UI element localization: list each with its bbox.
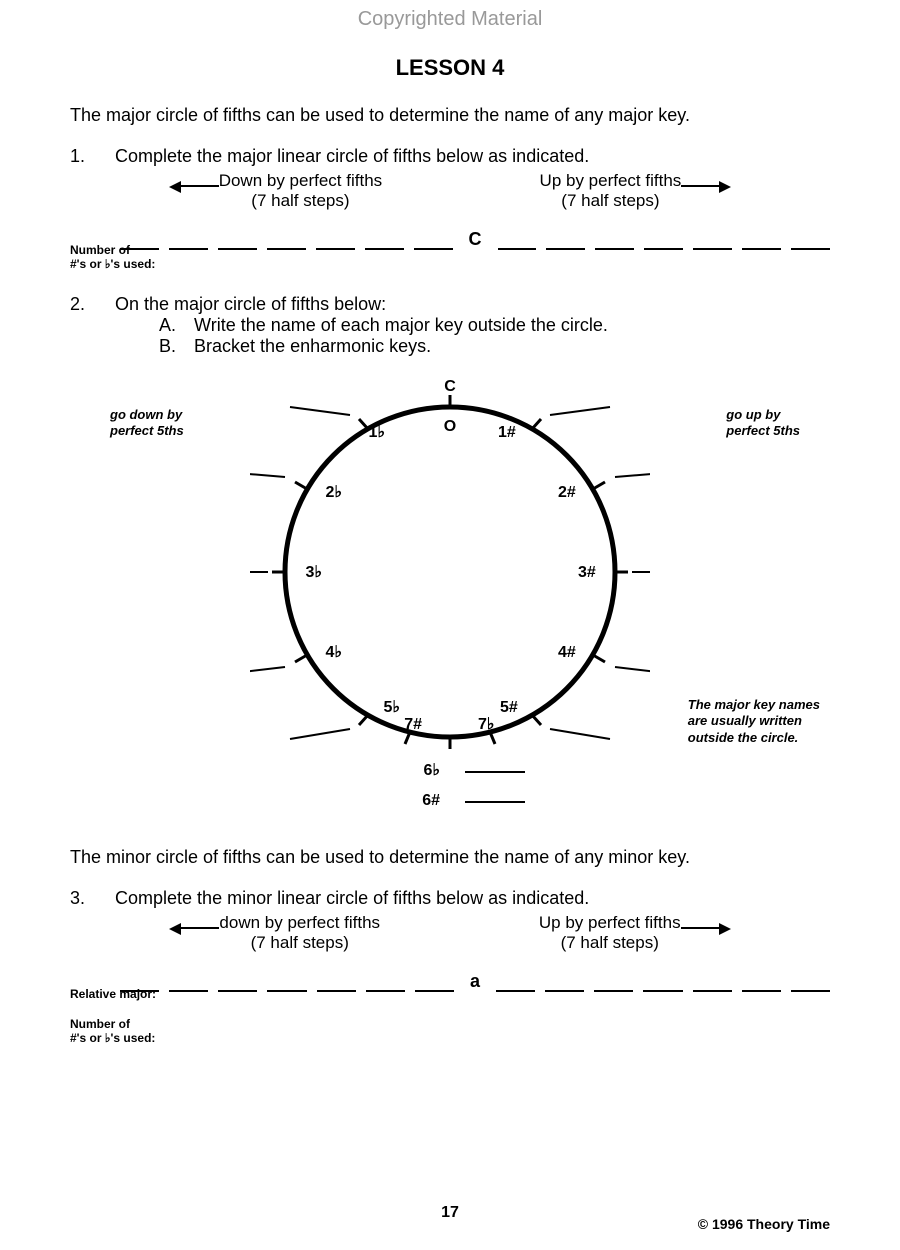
q2-sub-b: B. Bracket the enharmonic keys. <box>159 336 815 357</box>
blank[interactable] <box>496 972 535 992</box>
blank[interactable] <box>218 972 257 992</box>
q3-side-1: Number of <box>70 1017 155 1031</box>
q3-left-col: down by perfect fifths (7 half steps) <box>219 913 380 953</box>
question-2: 2. On the major circle of fifths below: … <box>70 294 830 357</box>
q3-rel-major-label: Relative major: <box>70 987 156 1001</box>
q3-blanks: a <box>120 971 830 992</box>
q2-text: On the major circle of fifths below: A. … <box>115 294 815 357</box>
label-4s: 4# <box>558 644 576 661</box>
copyright-footer: © 1996 Theory Time <box>698 1216 830 1232</box>
blank[interactable] <box>643 972 682 992</box>
q1-right-col: Up by perfect fifths (7 half steps) <box>540 171 682 211</box>
copyright-header: Copyrighted Material <box>0 0 900 31</box>
label-2f: 2♭ <box>326 484 342 501</box>
label-4f: 4♭ <box>326 644 342 661</box>
blank[interactable] <box>267 972 306 992</box>
label-6s: 6# <box>422 792 440 809</box>
circle-of-fifths-diagram: go down by perfect 5ths go up by perfect… <box>90 377 810 817</box>
q3-right-col: Up by perfect fifths (7 half steps) <box>539 913 681 953</box>
q3-side-2: #'s or ♭'s used: <box>70 1031 155 1045</box>
question-3: 3. Complete the minor linear circle of f… <box>70 888 830 909</box>
q1-left-col: Down by perfect fifths (7 half steps) <box>219 171 382 211</box>
circle-svg: C O 1# 2# 3# 4# 5# 1♭ 2♭ 3♭ 4♭ 5♭ 7# 7♭ … <box>250 377 650 817</box>
main-circle <box>285 407 615 737</box>
q3-left-label-2: (7 half steps) <box>219 933 380 953</box>
blank[interactable] <box>595 230 634 250</box>
blank[interactable] <box>594 972 633 992</box>
q1-side-label: Number of #'s or ♭'s used: <box>70 243 155 272</box>
label-5f: 5♭ <box>384 699 400 716</box>
q2-text-main: On the major circle of fifths below: <box>115 294 386 314</box>
q1-number: 1. <box>70 146 110 167</box>
q2-number: 2. <box>70 294 110 315</box>
label-1f: 1♭ <box>369 424 385 441</box>
lesson-title: LESSON 4 <box>0 55 900 81</box>
label-5s: 5# <box>500 699 518 716</box>
blank[interactable] <box>169 230 208 250</box>
label-3s: 3# <box>578 564 596 581</box>
q3-number: 3. <box>70 888 110 909</box>
q3-side-label: Number of #'s or ♭'s used: <box>70 1017 155 1046</box>
q1-arrows: Down by perfect fifths (7 half steps) Up… <box>140 171 760 211</box>
blank[interactable] <box>218 230 257 250</box>
label-1s: 1# <box>498 424 516 441</box>
q1-side-1: Number of <box>70 243 155 257</box>
q1-right-label-2: (7 half steps) <box>540 191 682 211</box>
blank[interactable] <box>498 230 537 250</box>
q3-arrows: down by perfect fifths (7 half steps) Up… <box>140 913 760 953</box>
question-1: 1. Complete the major linear circle of f… <box>70 146 830 167</box>
q3-center-letter: a <box>464 971 486 992</box>
q1-text: Complete the major linear circle of fift… <box>115 146 815 167</box>
blank[interactable] <box>742 230 781 250</box>
worksheet-page: Copyrighted Material LESSON 4 The major … <box>0 0 900 1250</box>
q1-left-label-2: (7 half steps) <box>219 191 382 211</box>
blank[interactable] <box>742 972 781 992</box>
label-top: C <box>444 378 456 395</box>
q2-sub-a: A. Write the name of each major key outs… <box>159 315 815 336</box>
hint-left: go down by perfect 5ths <box>110 407 184 440</box>
label-zero: O <box>444 418 456 435</box>
blank[interactable] <box>644 230 683 250</box>
intro-minor: The minor circle of fifths can be used t… <box>70 847 830 868</box>
q3-right-label-1: Up by perfect fifths <box>539 913 681 933</box>
q3-right-label-2: (7 half steps) <box>539 933 681 953</box>
blank[interactable] <box>365 230 404 250</box>
q3-text: Complete the minor linear circle of fift… <box>115 888 815 909</box>
blank[interactable] <box>693 230 732 250</box>
label-7f: 7♭ <box>478 716 494 733</box>
label-7s: 7# <box>404 716 422 733</box>
hint-right: go up by perfect 5ths <box>726 407 800 440</box>
blank[interactable] <box>791 972 830 992</box>
blank[interactable] <box>316 230 355 250</box>
blank[interactable] <box>317 972 356 992</box>
label-3f: 3♭ <box>306 564 322 581</box>
q3-left-label-1: down by perfect fifths <box>219 913 380 933</box>
q1-right-label-1: Up by perfect fifths <box>540 171 682 191</box>
q2b-letter: B. <box>159 336 189 357</box>
q2a-text: Write the name of each major key outside… <box>194 315 608 335</box>
label-6f: 6♭ <box>424 762 440 779</box>
q2b-text: Bracket the enharmonic keys. <box>194 336 431 356</box>
q1-side-2: #'s or ♭'s used: <box>70 257 155 271</box>
tick-marks <box>272 395 628 749</box>
q2a-letter: A. <box>159 315 189 336</box>
blank[interactable] <box>267 230 306 250</box>
q1-center-letter: C <box>463 229 488 250</box>
blank[interactable] <box>693 972 732 992</box>
q1-blanks: C <box>120 229 830 250</box>
blank[interactable] <box>545 972 584 992</box>
blank[interactable] <box>415 972 454 992</box>
blank[interactable] <box>366 972 405 992</box>
intro-major: The major circle of fifths can be used t… <box>70 105 830 126</box>
q1-left-label-1: Down by perfect fifths <box>219 171 382 191</box>
blank[interactable] <box>791 230 830 250</box>
blank[interactable] <box>546 230 585 250</box>
label-2s: 2# <box>558 484 576 501</box>
blank[interactable] <box>414 230 453 250</box>
blank[interactable] <box>169 972 208 992</box>
hint-bottom-right: The major key names are usually written … <box>688 697 820 746</box>
